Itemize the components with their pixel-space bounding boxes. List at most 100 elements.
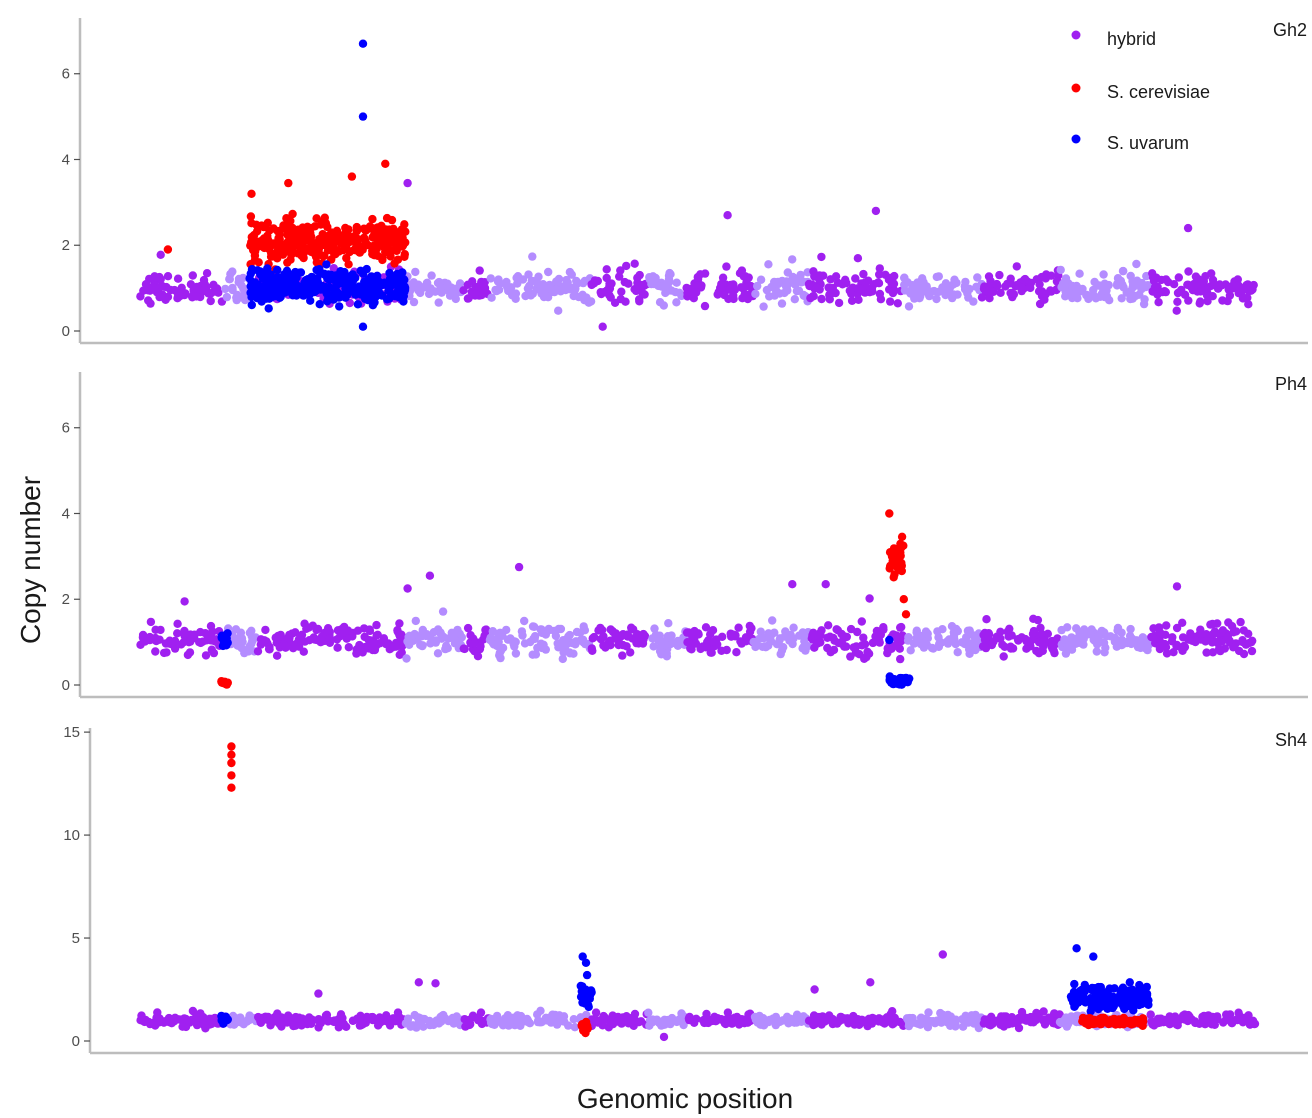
data-point-s-uvarum [1124,989,1134,998]
data-point-hybrid [304,623,313,632]
data-point-hybrid [1039,642,1048,651]
data-point-hybrid [253,647,263,656]
data-point-s-uvarum [217,1011,226,1021]
outlier-point [899,595,908,604]
data-point-hybrid [1046,1015,1055,1024]
data-point-hybrid [1137,285,1146,294]
data-point-hybrid [1207,1020,1217,1029]
data-point-s-cerevisiae [1138,1014,1148,1023]
data-point-hybrid [541,630,550,639]
data-point-s-cerevisiae [368,214,377,224]
data-point-hybrid [775,289,784,298]
data-point-hybrid [1089,285,1098,295]
data-point-hybrid [771,1012,781,1022]
data-point-hybrid [1128,294,1137,303]
data-point-hybrid [1090,636,1099,645]
y-axis-title: Copy number [15,476,46,644]
data-point-s-cerevisiae [301,224,310,233]
data-point-hybrid [536,625,545,634]
data-point-hybrid [637,280,646,290]
data-point-hybrid [904,302,914,311]
data-point-hybrid [630,259,639,268]
data-point-hybrid [755,634,764,643]
data-point-hybrid [136,640,145,649]
data-point-hybrid [534,1016,543,1025]
data-point-s-cerevisiae [361,239,371,248]
data-point-hybrid [1172,623,1182,633]
data-point-s-cerevisiae [353,235,362,244]
data-point-hybrid [637,633,646,642]
data-point-hybrid [1053,634,1062,643]
data-point-hybrid [936,1008,945,1018]
data-point-s-uvarum [1070,979,1079,989]
data-point-hybrid [463,623,473,633]
outlier-point [403,584,412,593]
data-point-hybrid [196,627,205,637]
data-point-s-uvarum [368,283,377,292]
outlier-point [414,978,423,987]
data-point-hybrid [713,290,722,299]
data-point-hybrid [865,288,874,297]
data-point-hybrid [571,640,580,649]
data-point-hybrid [906,646,915,655]
data-point-hybrid [494,629,503,638]
data-point-hybrid [452,287,461,296]
data-point-hybrid [312,625,321,635]
data-point-s-cerevisiae [393,255,403,264]
data-point-hybrid [527,276,536,285]
data-point-hybrid [1247,646,1257,656]
data-point-hybrid [177,640,186,649]
y-tick-label: 4 [62,151,70,168]
data-point-hybrid [783,268,792,277]
data-point-hybrid [1026,283,1035,293]
data-point-hybrid [539,640,548,649]
data-point-hybrid [1012,262,1021,271]
legend-key-s-uvarum [1071,134,1081,144]
data-point-hybrid [949,290,958,299]
data-point-hybrid [1180,642,1190,652]
data-point-hybrid [1071,291,1080,300]
data-point-hybrid [556,624,566,634]
data-point-s-uvarum [317,281,327,291]
data-point-hybrid [734,1015,743,1024]
data-point-hybrid [702,1018,711,1027]
data-point-hybrid [562,640,571,649]
data-point-hybrid [756,275,766,284]
data-point-hybrid [576,1013,585,1022]
data-point-hybrid [737,639,746,648]
data-point-hybrid [343,626,353,635]
data-point-hybrid [1035,280,1044,289]
data-point-hybrid [830,636,839,645]
data-point-hybrid [329,264,338,273]
data-point-hybrid [726,280,735,290]
facet-label-sh4: Sh4 [1275,730,1307,750]
data-point-hybrid [789,623,798,632]
data-point-hybrid [738,294,747,303]
data-point-hybrid [513,273,522,282]
data-point-s-uvarum [358,269,368,278]
data-point-hybrid [155,635,164,644]
data-point-hybrid [706,630,715,639]
data-point-hybrid [173,629,182,638]
data-point-hybrid [200,279,209,289]
y-tick-label: 10 [63,827,80,844]
data-point-hybrid [1062,1022,1072,1031]
data-point-hybrid [1163,277,1173,287]
data-point-s-cerevisiae [387,246,396,255]
data-point-hybrid [442,641,451,650]
data-point-hybrid [860,654,869,663]
data-point-s-uvarum [272,278,281,288]
data-point-hybrid [1201,637,1210,646]
data-point-hybrid [1017,1007,1027,1017]
data-point-hybrid [859,633,868,642]
data-point-hybrid [352,645,361,654]
outlier-point [582,970,592,980]
data-point-hybrid [1014,1023,1024,1033]
data-point-s-cerevisiae [579,1021,588,1031]
data-point-hybrid [414,1013,423,1022]
data-point-hybrid [256,635,266,644]
data-point-s-uvarum [223,638,232,647]
data-point-hybrid [1118,640,1128,649]
data-point-hybrid [173,619,182,628]
